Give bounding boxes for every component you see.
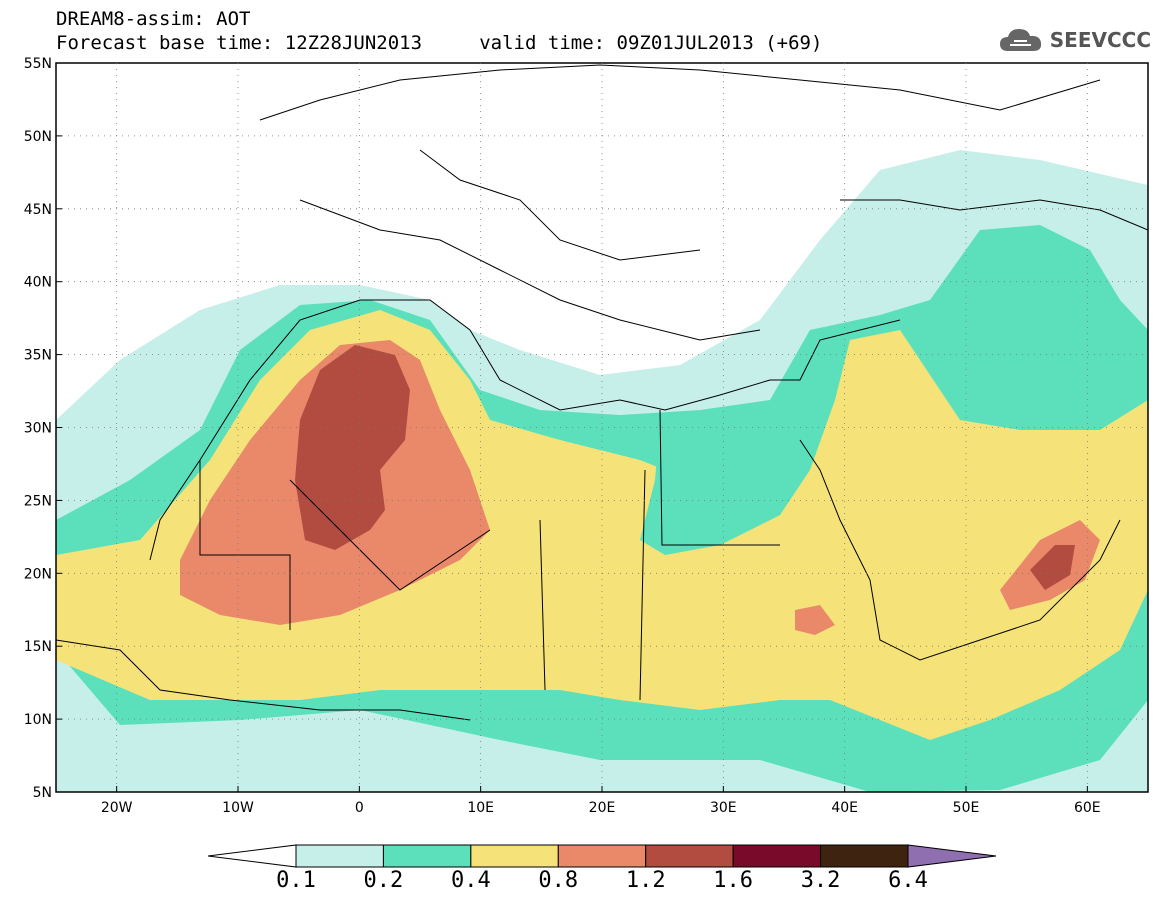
colorbar-label: 0.1 [276,868,316,893]
colorbar-label: 1.6 [713,868,754,893]
colorbar-high-arrow [907,844,997,868]
colorbar-box [295,844,384,868]
map-title: DREAM8-assim: AOT [56,8,251,30]
colorbar-box [557,844,647,868]
coastlines-borders [56,64,1148,721]
lon-label: 30E [710,800,737,816]
lat-label: 55N [24,56,52,72]
colorbar-label: 1.2 [625,868,666,893]
lat-label: 40N [24,275,52,291]
lat-label: 50N [24,129,52,145]
lat-label: 15N [24,639,52,655]
logo-text: SEEVCCC [1049,28,1151,52]
lon-label: 10E [467,800,494,816]
colorbar-box [732,844,822,868]
longitude-labels: 20W 10W 0 10E 20E 30E 40E 50E 60E [101,786,1101,816]
colorbar-label: 3.2 [800,868,841,893]
aot-contour-oman-core [1030,545,1075,590]
aot-contour-1-2 [295,345,410,550]
lon-label: 20W [101,800,133,816]
lon-label: 0 [355,800,364,816]
lon-label: 20E [589,800,616,816]
aot-contour-ethiopia [795,605,835,635]
lon-label: 10W [222,800,254,816]
colorbar-label: 0.4 [450,868,491,893]
forecast-time-info: Forecast base time: 12Z28JUN2013 valid t… [56,32,823,54]
colorbar-label: 0.2 [363,868,404,893]
lon-label: 50E [953,800,980,816]
cloud-icon [999,29,1041,51]
lat-label: 5N [33,785,52,801]
lat-label: 25N [24,493,52,509]
colorbar-box [820,844,909,868]
lat-label: 10N [24,712,52,728]
lon-label: 60E [1074,800,1101,816]
lat-label: 30N [24,421,52,437]
lat-label: 20N [24,566,52,582]
gridlines [56,63,1148,792]
colorbar-low-arrow [207,844,297,868]
latitude-labels: 55N 50N 45N 40N 35N 30N 25N 20N 15N 10N 5N [24,56,62,801]
colorbar-label: 0.8 [538,868,579,893]
colorbar-label: 6.4 [888,868,928,893]
colorbar-box [382,844,472,868]
colorbar-box [645,844,734,868]
seevccc-logo: SEEVCCC [998,22,1151,58]
lat-label: 45N [24,202,52,218]
colorbar [207,844,997,868]
aot-contour-egypt-green [640,410,790,555]
lat-label: 35N [24,348,52,364]
colorbar-box [470,844,559,868]
lon-label: 40E [831,800,858,816]
